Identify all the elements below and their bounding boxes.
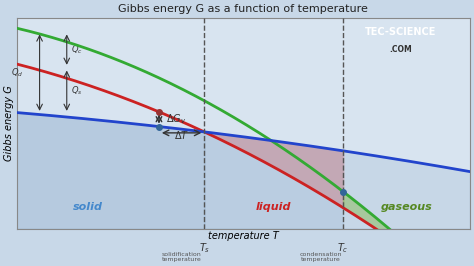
Text: solid: solid <box>73 202 103 213</box>
Text: TEC-SCIENCE: TEC-SCIENCE <box>365 27 436 37</box>
Text: $T_s$: $T_s$ <box>199 241 210 255</box>
X-axis label: temperature T: temperature T <box>208 231 279 241</box>
Text: $T_c$: $T_c$ <box>337 241 349 255</box>
Y-axis label: Gibbs energy G: Gibbs energy G <box>4 85 14 161</box>
Text: .COM: .COM <box>389 45 412 55</box>
Text: $Q_d$: $Q_d$ <box>11 66 24 79</box>
Text: $Q_s$: $Q_s$ <box>71 84 83 97</box>
Text: gaseous: gaseous <box>381 202 432 213</box>
Text: $\Delta G_v$: $\Delta G_v$ <box>166 112 186 126</box>
Text: liquid: liquid <box>256 202 292 213</box>
Text: condensation
temperature: condensation temperature <box>299 252 342 263</box>
Title: Gibbs energy G as a function of temperature: Gibbs energy G as a function of temperat… <box>118 4 368 14</box>
Text: $Q_c$: $Q_c$ <box>71 43 83 56</box>
Text: solidification
temperature: solidification temperature <box>162 252 201 263</box>
Text: $\Delta T$: $\Delta T$ <box>174 129 189 141</box>
